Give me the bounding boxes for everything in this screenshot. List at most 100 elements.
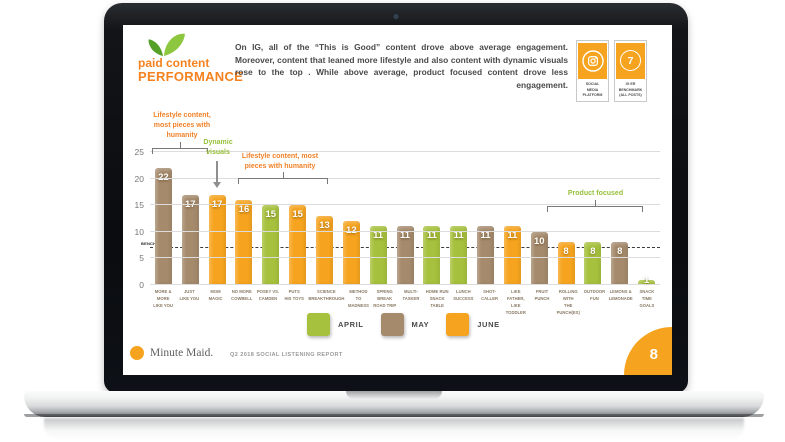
bar-may: 8 bbox=[611, 242, 629, 285]
stat-card-benchmark-icon-area: 7 bbox=[616, 43, 645, 79]
bar-slot: 11 bbox=[445, 152, 472, 285]
annotation-bracket-1 bbox=[152, 142, 208, 154]
bar-june: 17 bbox=[208, 194, 226, 285]
y-axis-tick: 20 bbox=[134, 173, 144, 184]
y-axis-tick: 0 bbox=[139, 280, 144, 290]
gridline bbox=[150, 257, 660, 259]
annotation-lifestyle-1: Lifestyle content, most pieces with huma… bbox=[153, 112, 211, 140]
y-axis-tick: 10 bbox=[134, 226, 144, 237]
bar-slot: 12 bbox=[338, 152, 365, 285]
brand-name: Minute Maid. bbox=[150, 347, 214, 359]
bar-value-label: 11 bbox=[453, 230, 464, 242]
legend-swatch bbox=[380, 313, 404, 336]
bar-june: 12 bbox=[342, 221, 360, 285]
annotation-dynamic-visuals: Dynamic visuals bbox=[203, 139, 233, 157]
bar-value-label: 10 bbox=[533, 235, 545, 247]
x-axis-label: MOM MAGIC bbox=[208, 289, 223, 302]
bar-value-label: 15 bbox=[265, 209, 277, 221]
bar-value-label: 8 bbox=[590, 246, 596, 258]
brand-dot-icon bbox=[130, 346, 144, 360]
bars-container: 22 17 17 16 15 15 13 12 11 11 11 11 11 11 10 8 8 8 1 bbox=[150, 152, 660, 286]
bar-value-label: 11 bbox=[507, 230, 518, 242]
bar-april: 11 bbox=[423, 226, 441, 285]
bar-slot: 17 bbox=[204, 152, 231, 285]
slide-intro-text: On IG, all of the “This is Good” content… bbox=[235, 42, 568, 90]
bar-april: 11 bbox=[369, 226, 387, 285]
x-axis-label: SPRING BREAK ROAD TRIP bbox=[373, 289, 397, 309]
gridline bbox=[150, 230, 660, 232]
bar-value-label: 17 bbox=[211, 198, 223, 210]
bar-value-label: 8 bbox=[617, 246, 623, 258]
y-axis-tick: 25 bbox=[134, 147, 144, 157]
bar-slot: 1 bbox=[633, 152, 660, 286]
x-axis-label: MORE & MORE LIKE YOU bbox=[153, 289, 173, 309]
bar-value-label: 16 bbox=[238, 203, 250, 215]
chart-legend: APRIL MAY JUNE bbox=[307, 313, 517, 336]
x-axis-label: OUTDOOR FUN bbox=[583, 289, 606, 302]
stat-card-platform: SOCIAL MEDIA PLATFORM bbox=[576, 40, 609, 102]
bar-value-label: 11 bbox=[480, 230, 491, 242]
annotation-bracket-3 bbox=[547, 200, 643, 212]
bar-may: 17 bbox=[181, 194, 199, 285]
stat-cards: SOCIAL MEDIA PLATFORM 7 IG ER BENCHMARK … bbox=[576, 40, 647, 102]
legend-item: JUNE bbox=[446, 313, 499, 336]
bar-june: 11 bbox=[503, 226, 521, 285]
bar-slot: 16 bbox=[231, 152, 258, 285]
bar-value-label: 22 bbox=[158, 171, 169, 183]
bar-value-label: 12 bbox=[346, 225, 357, 237]
x-axis-label: SNACK TIME GOALS bbox=[639, 289, 655, 309]
webcam-dot bbox=[393, 14, 399, 19]
stat-card-platform-label: SOCIAL MEDIA PLATFORM bbox=[582, 81, 603, 98]
presentation-slide: paid content PERFORMANCE On IG, all of t… bbox=[123, 25, 672, 375]
x-axis-label: ROLLING WITH THE PUNCH(ES) bbox=[556, 289, 580, 316]
bar-may: 11 bbox=[396, 226, 414, 285]
y-axis-tick: 15 bbox=[134, 200, 144, 211]
legend-swatch bbox=[307, 313, 330, 336]
laptop-screen-bezel: paid content PERFORMANCE On IG, all of t… bbox=[104, 3, 688, 393]
x-axis-label: SCIENCE BREAKTHROUGH bbox=[308, 289, 345, 302]
legend-item: MAY bbox=[380, 313, 430, 336]
bar-slot: 15 bbox=[284, 152, 311, 285]
bar-slot: 8 bbox=[580, 152, 607, 285]
bar-may: 22 bbox=[154, 167, 172, 285]
bar-value-label: 1 bbox=[643, 274, 650, 286]
bar-june: 13 bbox=[315, 215, 333, 285]
legend-label: MAY bbox=[411, 320, 430, 329]
gridline bbox=[150, 177, 660, 179]
bar-slot: 11 bbox=[418, 152, 445, 285]
down-arrow-icon bbox=[213, 161, 221, 188]
bar-june: 15 bbox=[289, 205, 307, 285]
instagram-icon bbox=[581, 50, 604, 72]
bar-slot: 10 bbox=[526, 152, 553, 285]
bar-slot: 15 bbox=[257, 152, 284, 285]
legend-label: JUNE bbox=[477, 320, 500, 329]
legend-item: APRIL bbox=[307, 313, 364, 336]
x-axis-label: POSEY VS. CAMDEN bbox=[256, 289, 280, 302]
gridline bbox=[150, 204, 660, 206]
bar-value-label: 17 bbox=[184, 198, 196, 210]
bar-value-label: 11 bbox=[373, 230, 384, 242]
stat-card-platform-icon-area bbox=[578, 43, 607, 79]
gridline bbox=[150, 151, 660, 152]
x-axis-label: SHOT- CALLER bbox=[481, 289, 499, 302]
laptop-reflection bbox=[44, 418, 744, 440]
x-axis-label: NO MORE COWBELL bbox=[231, 289, 253, 302]
x-axis-label: PUTS HIS TOYS bbox=[284, 289, 304, 302]
y-axis-tick: 5 bbox=[139, 253, 144, 264]
x-axis-label: LEMONS & LEMONADE bbox=[608, 289, 633, 302]
bar-value-label: 8 bbox=[563, 246, 569, 258]
bar-may: 11 bbox=[477, 226, 495, 285]
bar-slot: 13 bbox=[311, 152, 338, 285]
benchmark-label: BENCHMARK bbox=[141, 241, 169, 246]
bar-slot: 11 bbox=[365, 152, 392, 285]
annotation-bracket-2 bbox=[238, 172, 328, 184]
x-axis-label: LIKE FATHER, LIKE TODDLER bbox=[505, 289, 526, 316]
bar-slot: 11 bbox=[472, 152, 499, 285]
stat-card-benchmark-label: IG ER BENCHMARK (ALL POSTS) bbox=[618, 81, 643, 98]
x-axis-label: JUST LIKE YOU bbox=[179, 289, 200, 302]
x-axis-labels: MORE & MORE LIKE YOU JUST LIKE YOU MOM MAG… bbox=[150, 288, 660, 317]
bar-value-label: 11 bbox=[399, 230, 411, 242]
bar-may: 10 bbox=[530, 231, 548, 285]
leaf-logo-icon bbox=[148, 33, 185, 56]
